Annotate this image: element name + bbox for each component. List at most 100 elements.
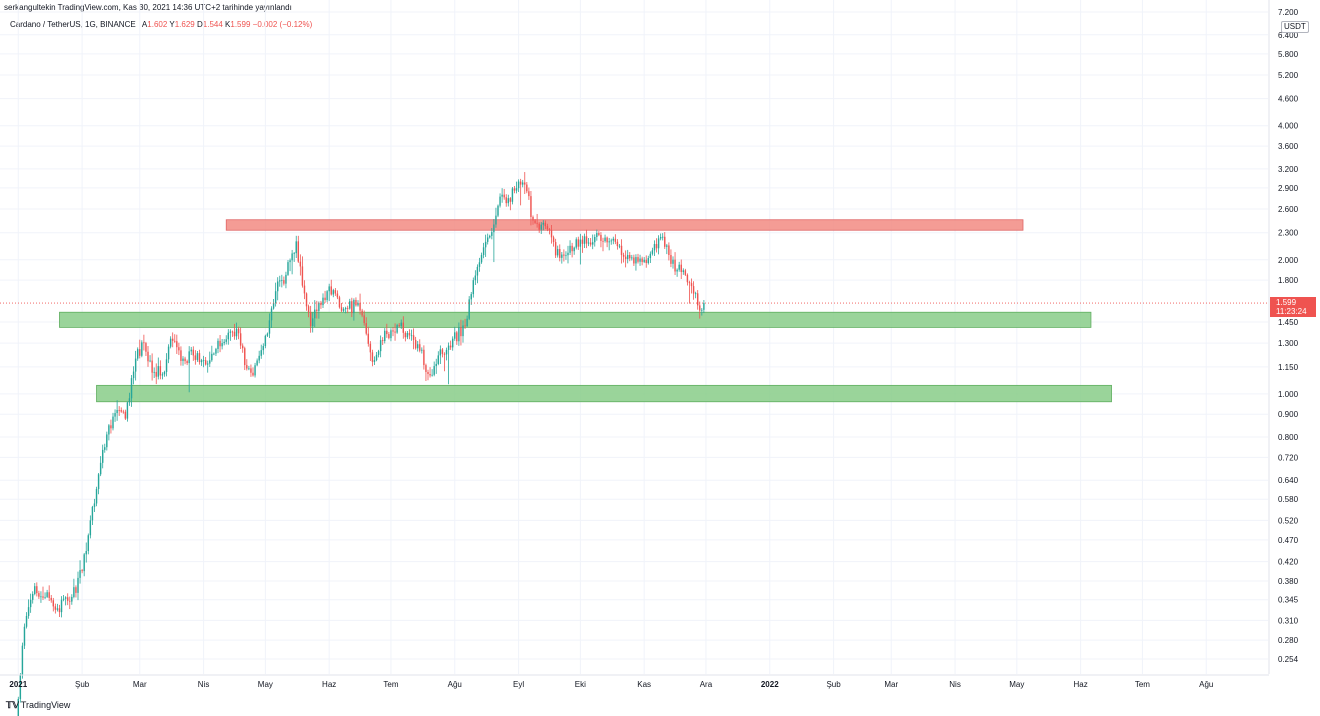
candle-body [95,489,98,504]
candle-body [200,360,203,363]
candle-body [254,365,256,376]
candle-body [120,410,122,412]
candle-body [604,237,606,242]
candle [295,235,297,259]
candle [472,277,475,298]
candle [676,268,678,277]
candle [149,355,151,363]
candle-body [248,368,250,370]
price-tick-label: 0.280 [1278,636,1299,645]
candle [246,359,248,371]
candle-body [454,332,456,339]
currency-badge[interactable]: USDT [1281,21,1309,33]
candle-body [445,349,448,355]
price-tick-label: 0.640 [1278,476,1299,485]
candle [544,220,547,230]
candle [534,219,536,225]
candle [474,270,477,285]
candle [361,308,363,318]
candle-body [692,286,695,294]
candle-body [151,360,153,373]
candle-body [587,242,590,244]
candle-body [664,236,666,247]
candle-body [548,229,551,231]
candle-body [328,286,330,292]
tradingview-logo-icon: 𝕋𝕍 [6,700,19,710]
candle-body [573,247,575,252]
candle-body [542,222,545,225]
candle [559,244,561,262]
candle [388,331,390,340]
candle [223,339,225,346]
candle [206,360,209,373]
candle-body [633,257,635,264]
candle [174,334,176,343]
candle-body [563,254,565,256]
candle-body [694,293,697,295]
candle-body [460,327,462,337]
candle-body [147,351,149,362]
candle [114,409,116,422]
candle-body [359,302,361,311]
candle [381,337,384,345]
candle [256,358,258,367]
candle [167,344,170,364]
candle [363,310,365,326]
candle-body [262,346,265,351]
candle-body [136,349,139,359]
candle-body [305,293,308,307]
candle [104,443,106,453]
candle-body [649,253,652,259]
candle [299,254,302,276]
candle-body [353,300,355,314]
candle [594,234,596,247]
candle [501,188,503,203]
candle-body [112,416,114,429]
low-label: D [196,20,203,29]
candle-body [287,262,289,275]
change-value: −0.002 (−0.12%) [252,20,313,29]
candle-body [441,349,444,354]
candle [270,306,273,329]
candle [62,595,65,602]
candle [678,261,680,272]
candle [342,307,345,313]
candle [661,233,664,241]
candle-body [631,257,633,259]
candle-body [223,341,225,344]
candle [126,401,129,422]
candle [462,320,464,343]
time-tick-label: May [258,680,273,689]
candle-body [192,349,195,356]
candle-body [451,338,454,348]
candle [443,352,446,372]
price-tick-label: 0.520 [1278,516,1299,525]
candle-body [540,224,542,230]
candle-body [338,297,341,308]
candle-body [384,330,386,342]
candle-body [406,332,409,338]
candle-body [91,506,94,521]
candle-body [421,349,423,351]
candle [425,363,427,382]
candle-body [126,402,129,419]
candle [320,300,322,309]
candle-body [546,226,549,230]
candle [449,340,452,350]
candle [279,275,281,287]
candle [643,257,645,264]
candle-body [513,188,516,191]
price-tick-label: 1.000 [1278,390,1299,399]
candle-body [229,331,232,333]
candle-body [402,322,405,333]
candle-body [209,360,211,364]
candle [703,299,705,314]
candle [301,256,304,288]
candle-body [219,340,221,347]
candle [433,361,435,377]
candle [351,297,353,318]
candle [241,343,244,353]
candle [540,222,542,234]
candle-body [71,596,73,602]
